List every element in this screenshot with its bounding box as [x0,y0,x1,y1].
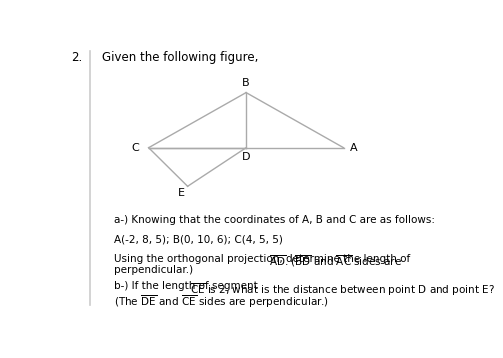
Text: $\mathregular{\overline{CE}}$ is 2, what is the distance between point D and poi: $\mathregular{\overline{CE}}$ is 2, what… [190,281,494,298]
Text: a-) Knowing that the coordinates of A, B and C are as follows:: a-) Knowing that the coordinates of A, B… [114,215,435,225]
Text: Using the orthogonal projection, determine the length of: Using the orthogonal projection, determi… [114,254,413,264]
Text: (The $\mathregular{\overline{DE}}$ and $\mathregular{\overline{CE}}$ sides are p: (The $\mathregular{\overline{DE}}$ and $… [114,293,328,310]
Text: $\mathregular{\overline{AD}}$. ($\mathregular{\overline{BD}}$ and $\mathregular{: $\mathregular{\overline{AD}}$. ($\mathre… [269,254,402,270]
Text: 2.: 2. [70,51,82,64]
Text: A: A [350,143,357,153]
Text: D: D [242,153,250,163]
Text: C: C [131,143,139,153]
Text: Given the following figure,: Given the following figure, [102,51,258,64]
Text: B: B [242,78,250,88]
Text: b-) If the length of segment: b-) If the length of segment [114,281,261,291]
Text: A(-2, 8, 5); B(0, 10, 6); C(4, 5, 5): A(-2, 8, 5); B(0, 10, 6); C(4, 5, 5) [114,234,282,245]
Text: perpendicular.): perpendicular.) [114,265,193,275]
Text: E: E [178,188,185,198]
